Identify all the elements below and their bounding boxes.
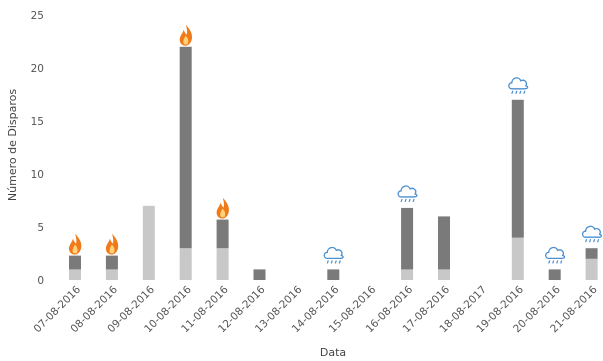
y-tick-label: 20 — [31, 63, 44, 75]
bar-segment-light — [179, 248, 192, 280]
bar-segment-light — [69, 269, 81, 280]
bar-segment-dark — [69, 255, 81, 270]
y-tick-label: 5 — [37, 222, 44, 234]
annotation-icons — [69, 24, 603, 264]
y-tick-label: 15 — [31, 116, 44, 128]
bar-segment-light — [401, 269, 414, 280]
y-tick-label: 25 — [31, 10, 44, 22]
bar-segment-dark — [253, 269, 266, 280]
bar-segment-light — [142, 205, 155, 280]
rain-cloud-icon — [581, 225, 603, 243]
bar-segment-dark — [585, 248, 598, 259]
bar-segment-dark — [438, 216, 450, 270]
fire-icon — [179, 24, 193, 46]
fire-icon — [69, 233, 82, 255]
y-axis-ticks: 0 5 10 15 20 25 — [31, 10, 44, 287]
bar-segment-dark — [401, 207, 414, 270]
rain-cloud-icon — [323, 246, 344, 264]
x-axis-title: Data — [320, 346, 346, 359]
bar-segment-dark — [179, 46, 192, 249]
bar-segment-light — [216, 248, 229, 280]
bars — [69, 46, 598, 280]
bar-segment-dark — [548, 269, 561, 280]
bar-segment-dark — [511, 99, 524, 238]
bar-segment-dark — [105, 255, 118, 270]
y-axis-title: Número de Disparos — [6, 89, 19, 201]
bar-segment-dark — [216, 219, 229, 249]
bar-segment-light — [105, 269, 118, 280]
fire-icon — [105, 233, 119, 255]
bar-segment-dark — [327, 269, 340, 280]
rain-cloud-icon — [508, 77, 529, 94]
bar-segment-light — [438, 269, 450, 280]
y-tick-label: 10 — [31, 169, 44, 181]
y-tick-label: 0 — [37, 275, 44, 287]
bar-segment-light — [585, 258, 598, 280]
rain-cloud-icon — [545, 246, 566, 264]
bar-segment-light — [511, 237, 524, 280]
fire-icon — [216, 197, 229, 219]
rain-cloud-icon — [397, 185, 418, 203]
x-axis-ticks: 07-08-201608-08-201609-08-201610-08-2016… — [31, 283, 599, 335]
